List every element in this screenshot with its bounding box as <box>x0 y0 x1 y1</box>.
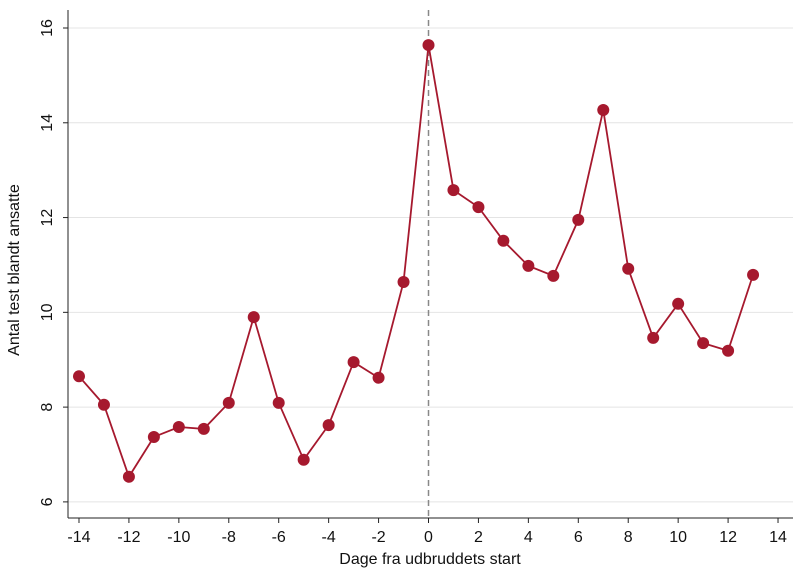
point <box>372 371 385 384</box>
y-tick-label: 8 <box>39 403 56 412</box>
y-tick-label: 14 <box>39 114 56 132</box>
point <box>272 396 285 409</box>
point <box>172 421 185 434</box>
point <box>347 356 360 369</box>
x-tick-label: -6 <box>272 529 286 546</box>
x-tick-label: -4 <box>322 529 336 546</box>
point <box>747 268 760 281</box>
x-tick-label: -8 <box>222 529 236 546</box>
x-tick-label: 6 <box>574 529 583 546</box>
point <box>397 276 410 289</box>
point <box>247 311 260 324</box>
point <box>572 213 585 226</box>
point <box>522 259 535 272</box>
x-tick-label: -14 <box>67 529 90 546</box>
point <box>197 422 210 435</box>
y-tick-label: 16 <box>39 19 56 37</box>
point <box>547 269 560 282</box>
x-tick-label: 4 <box>524 529 533 546</box>
point <box>647 331 660 344</box>
x-tick-label: 10 <box>669 529 687 546</box>
point <box>597 103 610 116</box>
point <box>697 337 710 350</box>
x-tick-label: 12 <box>719 529 737 546</box>
point <box>722 344 735 357</box>
point <box>497 234 510 247</box>
x-axis-label: Dage fra udbruddets start <box>339 551 521 568</box>
x-tick-label: 8 <box>624 529 633 546</box>
point <box>72 370 85 383</box>
point <box>447 184 460 197</box>
x-tick-label: -12 <box>117 529 140 546</box>
point <box>322 419 335 432</box>
x-tick-label: 0 <box>424 529 433 546</box>
point <box>422 39 435 52</box>
point <box>672 297 685 310</box>
point <box>222 396 235 409</box>
x-tick-label: -2 <box>371 529 385 546</box>
point <box>297 453 310 466</box>
y-tick-label: 12 <box>39 209 56 227</box>
x-tick-label: 14 <box>769 529 787 546</box>
y-axis-label: Antal test blandt ansatte <box>6 184 23 356</box>
line <box>78 44 754 479</box>
point <box>97 398 110 411</box>
y-tick-label: 10 <box>39 303 56 321</box>
point <box>147 430 160 443</box>
point <box>472 201 485 214</box>
y-tick-label: 6 <box>39 497 56 506</box>
x-tick-label: 2 <box>474 529 483 546</box>
point <box>622 262 635 275</box>
x-tick-label: -10 <box>167 529 190 546</box>
point <box>122 470 135 483</box>
